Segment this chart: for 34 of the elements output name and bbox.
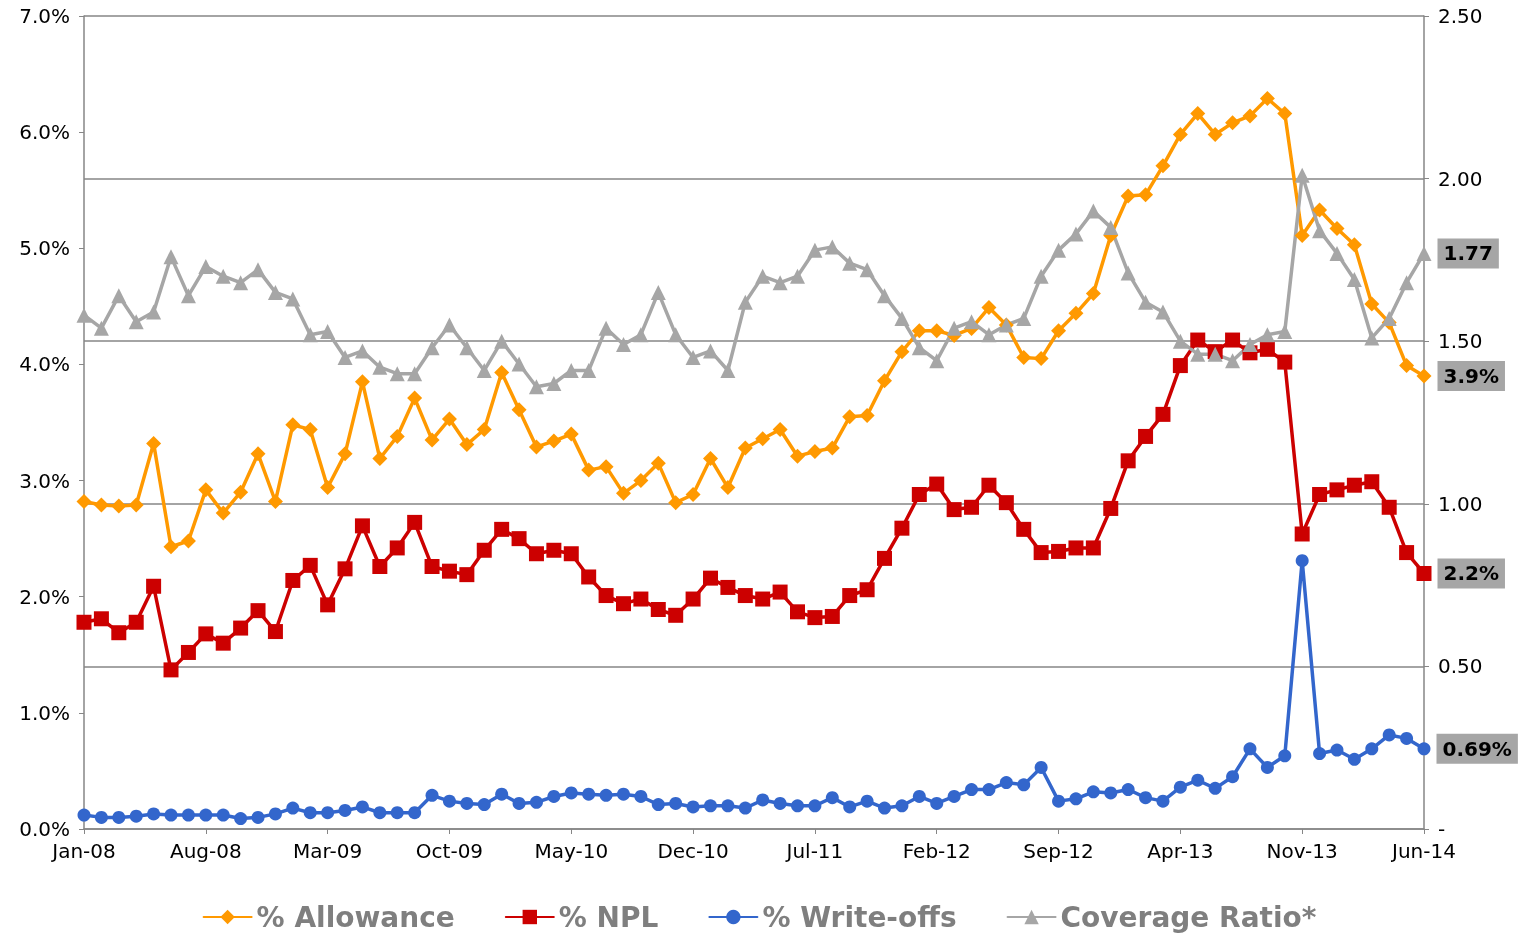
y2-tick-label: - xyxy=(1438,817,1446,841)
x-tick-label: Oct-09 xyxy=(415,839,484,863)
legend-label: Coverage Ratio* xyxy=(1060,900,1317,934)
x-tick-label: Feb-12 xyxy=(902,839,971,863)
x-tick-label: Dec-10 xyxy=(657,839,729,863)
x-tick-label: Jun-14 xyxy=(1390,839,1456,863)
legend-label: % Write-offs xyxy=(762,900,957,934)
x-tick-label: Jan-08 xyxy=(50,839,116,863)
y-tick-label: 7.0% xyxy=(19,4,70,28)
x-tick-label: Jul-11 xyxy=(784,839,844,863)
data-label: 3.9% xyxy=(1443,364,1499,389)
data-label: 0.69% xyxy=(1442,736,1512,761)
y-tick-label: 5.0% xyxy=(19,236,70,261)
x-tick-label: Apr-13 xyxy=(1147,839,1214,863)
y2-tick-label: 1.50 xyxy=(1438,329,1483,354)
y2-tick-label: 1.00 xyxy=(1438,491,1483,516)
y-tick-label: 1.0% xyxy=(19,700,70,725)
y-tick-label: 4.0% xyxy=(19,352,70,377)
y2-tick-label: 2.00 xyxy=(1438,166,1483,191)
y-tick-label: 2.0% xyxy=(19,584,70,609)
data-label: 2.2% xyxy=(1443,561,1499,586)
x-tick-label: May-10 xyxy=(534,839,609,863)
x-tick-label: Nov-13 xyxy=(1266,839,1338,863)
y2-tick-label: 0.50 xyxy=(1438,654,1483,679)
y2-tick-label: 2.50 xyxy=(1438,4,1483,28)
x-tick-label: Aug-08 xyxy=(169,839,242,863)
x-tick-label: Mar-09 xyxy=(293,839,363,863)
y-tick-label: 0.0% xyxy=(19,817,70,841)
legend-label: % Allowance xyxy=(256,900,455,934)
x-tick-label: Sep-12 xyxy=(1023,839,1094,863)
y-tick-label: 3.0% xyxy=(19,468,70,493)
legend-label: % NPL xyxy=(558,900,659,934)
y-tick-label: 6.0% xyxy=(19,120,70,145)
data-label: 1.77 xyxy=(1443,241,1493,266)
